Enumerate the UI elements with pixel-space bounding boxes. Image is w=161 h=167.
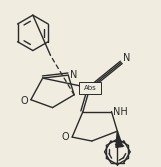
Text: O: O xyxy=(62,132,69,142)
Text: NH: NH xyxy=(113,107,128,117)
FancyBboxPatch shape xyxy=(79,81,101,94)
Polygon shape xyxy=(116,131,123,147)
Text: N: N xyxy=(123,53,131,63)
Text: Abs: Abs xyxy=(83,85,96,91)
Text: N: N xyxy=(70,70,78,80)
Text: O: O xyxy=(20,96,28,106)
